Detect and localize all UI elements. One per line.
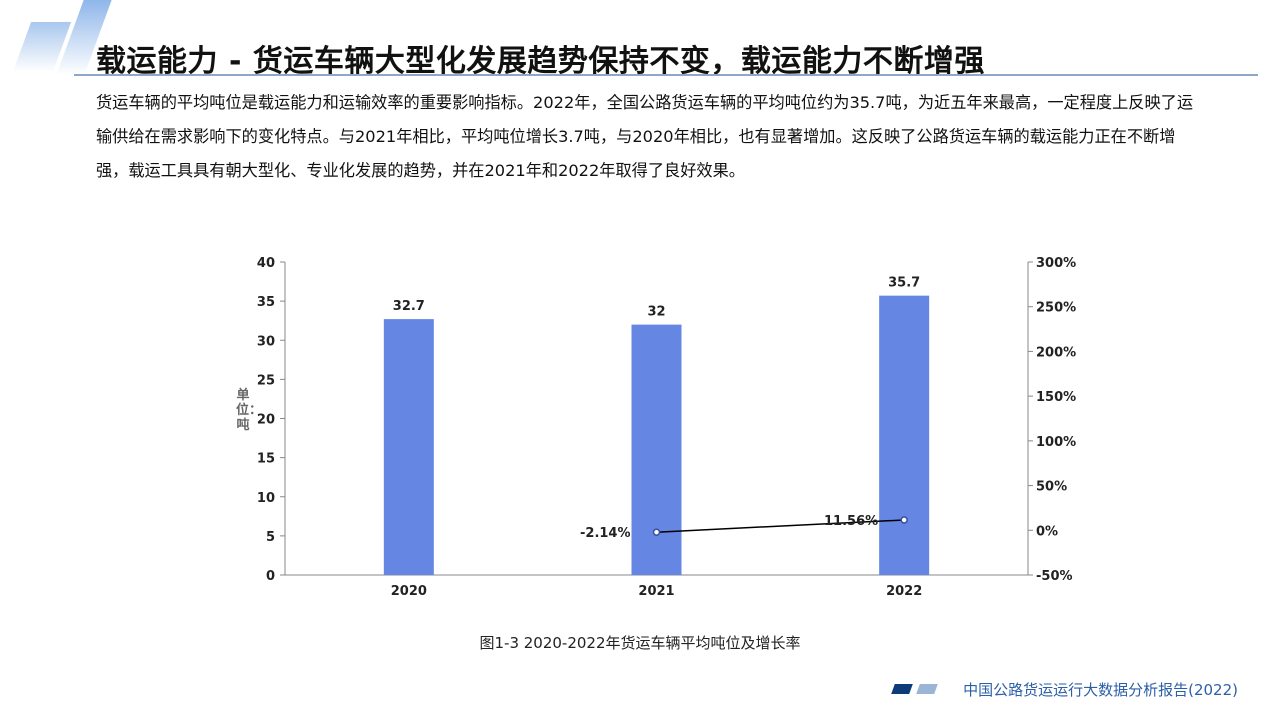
title-divider xyxy=(74,74,1258,76)
bar-data-label: 32 xyxy=(647,305,665,320)
footer-logo-bar xyxy=(916,684,938,694)
footer-report-title: 中国公路货运运行大数据分析报告(2022) xyxy=(963,681,1238,699)
line-point xyxy=(652,528,661,536)
y-axis-label: 单位：吨 xyxy=(236,388,263,433)
y-tick-label: 0 xyxy=(266,569,275,584)
line-point xyxy=(900,516,908,524)
y2-tick-label: 200% xyxy=(1036,345,1076,360)
y-tick-label: 10 xyxy=(257,491,275,506)
bar xyxy=(383,319,434,575)
y-tick-label: 25 xyxy=(257,373,275,388)
x-tick-label: 2020 xyxy=(391,584,427,599)
bar xyxy=(879,295,930,575)
y2-tick-label: 150% xyxy=(1036,390,1076,405)
y2-tick-label: -50% xyxy=(1036,569,1073,584)
x-tick-label: 2022 xyxy=(886,584,922,599)
y2-tick-label: 100% xyxy=(1036,435,1076,450)
y-tick-label: 15 xyxy=(257,452,275,467)
line-series xyxy=(656,519,905,533)
y-tick-label: 5 xyxy=(266,530,275,545)
x-tick-label: 2021 xyxy=(638,584,674,599)
line-data-label: 11.56% xyxy=(824,514,878,529)
footer-logo-bar xyxy=(891,684,913,694)
chart-caption: 图1-3 2020-2022年货运车辆平均吨位及增长率 xyxy=(479,634,801,652)
y2-tick-label: 50% xyxy=(1036,480,1067,495)
y2-tick-label: 250% xyxy=(1036,301,1076,316)
y2-tick-label: 0% xyxy=(1036,524,1058,539)
body-paragraph: 货运车辆的平均吨位是载运能力和运输效率的重要影响指标。2022年，全国公路货运车… xyxy=(96,93,1194,180)
y-tick-label: 35 xyxy=(257,295,275,310)
line-data-label: -2.14% xyxy=(580,526,631,541)
y-tick-label: 20 xyxy=(257,413,275,428)
y2-tick-label: 300% xyxy=(1036,256,1076,271)
page-title: 载运能力 - 货运车辆大型化发展趋势保持不变，载运能力不断增强 xyxy=(96,44,985,79)
bar-data-label: 35.7 xyxy=(888,276,920,291)
bar-data-label: 32.7 xyxy=(393,299,425,314)
y-tick-label: 40 xyxy=(257,256,275,271)
bar xyxy=(631,324,682,575)
y-tick-label: 30 xyxy=(257,334,275,349)
